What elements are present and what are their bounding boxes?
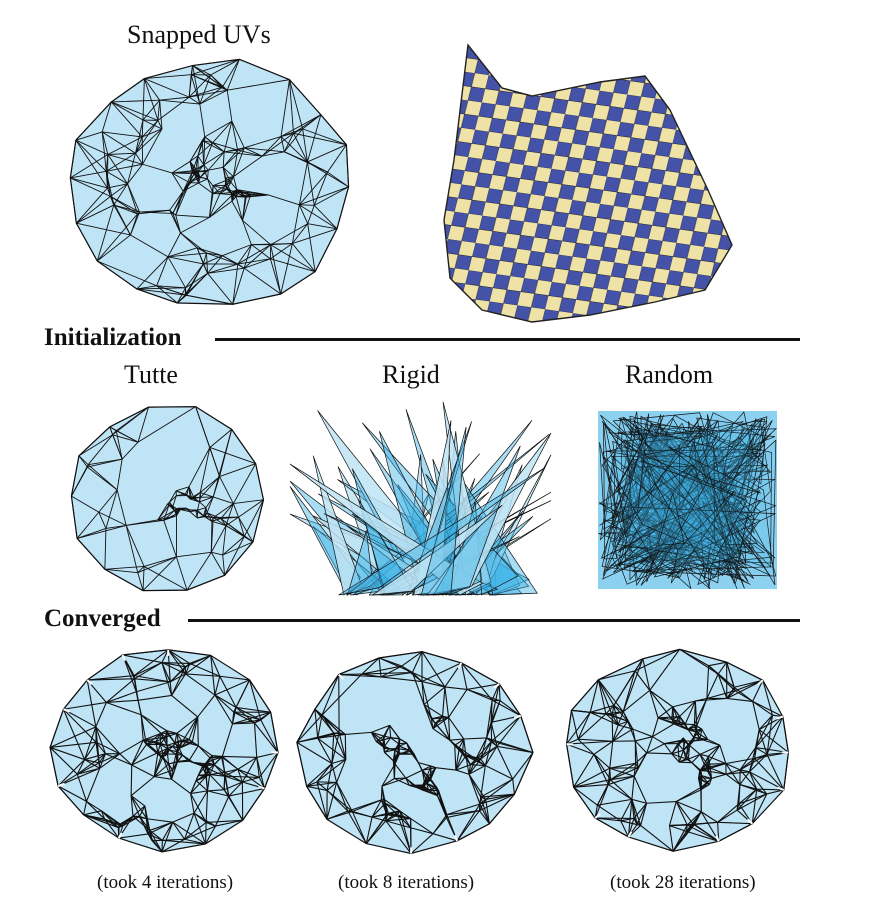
cat-head-surface	[443, 43, 733, 323]
mesh-seams	[338, 662, 522, 854]
initialization-heading: Initialization	[44, 324, 182, 351]
caption-took-8: (took 8 iterations)	[338, 872, 475, 893]
snapped-uv-mesh	[69, 58, 350, 305]
mesh-edges	[70, 406, 264, 592]
cat-ear-left	[467, 44, 533, 97]
caption-took-4: (took 4 iterations)	[97, 872, 234, 893]
mesh-seams	[57, 649, 279, 839]
cat-head-checker-render	[443, 43, 733, 323]
converged-mesh-3	[565, 648, 789, 852]
random-init-mesh	[598, 411, 777, 590]
rigid-label: Rigid	[382, 360, 440, 389]
cat-ear-right	[599, 75, 671, 111]
converged-rule	[188, 619, 800, 622]
mesh-seams	[566, 679, 789, 842]
tutte-label: Tutte	[124, 360, 178, 389]
random-triangles	[598, 411, 777, 590]
random-label: Random	[625, 360, 714, 389]
mesh-edges	[296, 651, 534, 854]
mesh-edges	[566, 648, 789, 852]
tutte-init-mesh	[70, 406, 265, 592]
converged-heading: Converged	[44, 605, 161, 632]
caption-took-28: (took 28 iterations)	[610, 872, 756, 893]
rigid-init-mesh	[289, 401, 552, 597]
converged-mesh-2	[296, 651, 534, 855]
mesh-edges	[49, 649, 279, 853]
mesh-edges	[69, 58, 350, 305]
snapped-uvs-title: Snapped UVs	[127, 20, 271, 49]
rigid-triangles	[289, 401, 552, 597]
initialization-rule	[215, 338, 800, 341]
converged-mesh-1	[49, 649, 279, 853]
